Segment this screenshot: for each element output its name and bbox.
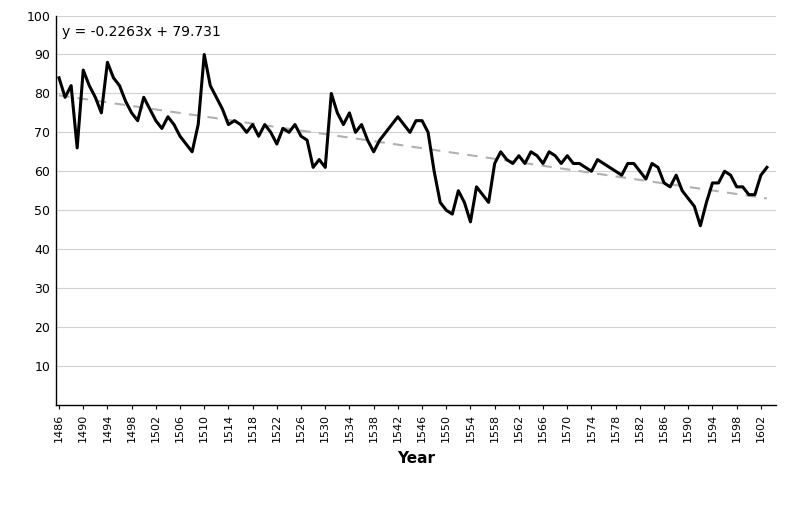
Text: y = -0.2263x + 79.731: y = -0.2263x + 79.731 bbox=[62, 25, 221, 39]
X-axis label: Year: Year bbox=[397, 450, 435, 466]
